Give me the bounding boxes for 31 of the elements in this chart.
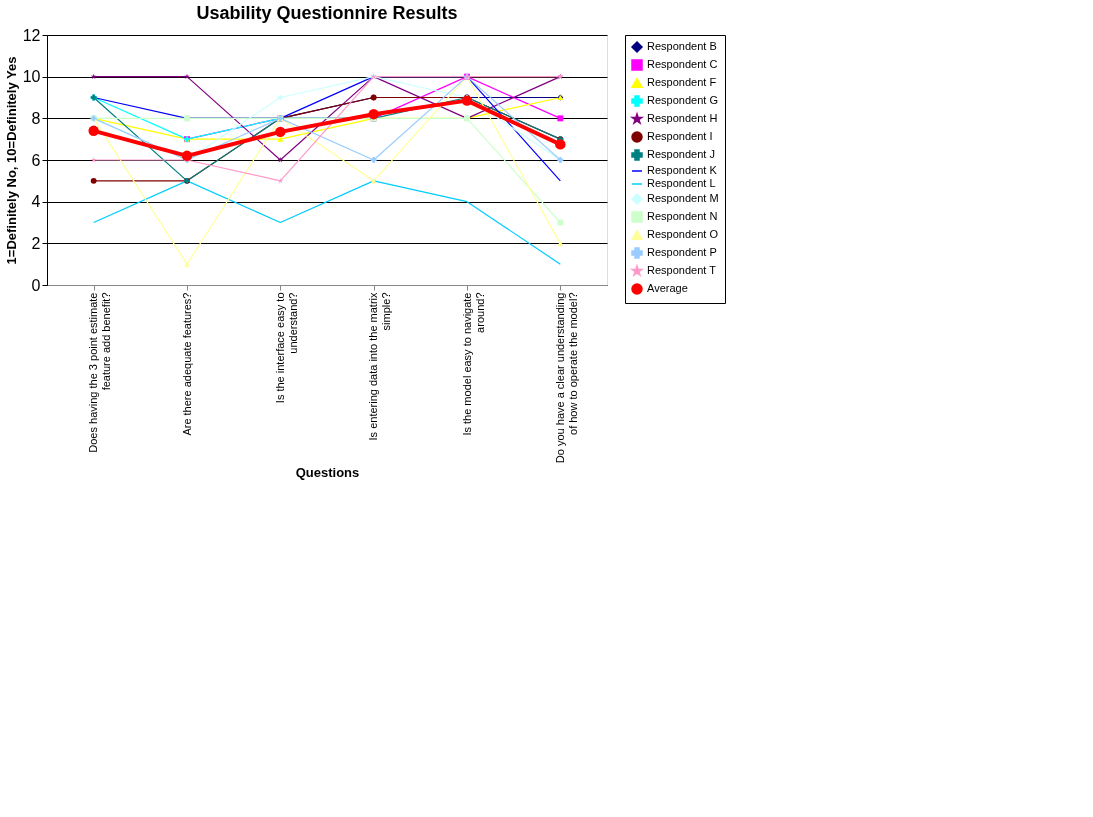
x-tick-label: Does having the 3 point estimate feature add benefit? — [87, 292, 113, 453]
x-tick-label: Do you have a clear understanding of how to operate the model? — [553, 292, 579, 464]
legend-label: Respondent K — [647, 164, 718, 176]
legend-label: Respondent N — [647, 210, 718, 222]
legend-label: Respondent J — [647, 148, 715, 160]
y-tick-label: 6 — [31, 151, 41, 169]
y-tick-label: 12 — [22, 26, 41, 44]
legend-label: Respondent C — [647, 58, 718, 70]
legend-label: Average — [647, 282, 688, 294]
legend-label: Respondent B — [647, 40, 717, 52]
x-tick-label: Is entering data into the matrix simple? — [367, 292, 393, 441]
x-tick-label: Are there adequate features? — [180, 292, 193, 436]
legend-label: Respondent G — [647, 94, 718, 106]
legend-label: Respondent O — [647, 228, 719, 240]
legend-label: Respondent M — [647, 192, 719, 204]
legend-label: Respondent T — [647, 264, 717, 276]
x-axis-title: Questions — [295, 465, 360, 481]
legend-label: Respondent L — [647, 177, 716, 189]
y-tick-label: 10 — [22, 68, 41, 86]
y-tick-label: 0 — [31, 276, 41, 294]
legend-label: Respondent P — [647, 246, 717, 258]
x-tick-label: Is the interface easy to understand? — [273, 292, 299, 404]
legend-label: Respondent H — [647, 112, 718, 124]
y-tick-label: 4 — [31, 193, 41, 211]
x-tick-label: Is the model easy to navigate around? — [460, 292, 486, 436]
y-tick-label: 2 — [31, 234, 41, 252]
y-axis-title: 1=Definitely No, 10=Definitely Yes — [3, 56, 19, 265]
legend-label: Respondent F — [647, 76, 717, 88]
chart-title: Usability Questionnire Results — [196, 3, 458, 23]
legend-label: Respondent I — [647, 130, 713, 142]
y-tick-label: 8 — [31, 109, 41, 127]
